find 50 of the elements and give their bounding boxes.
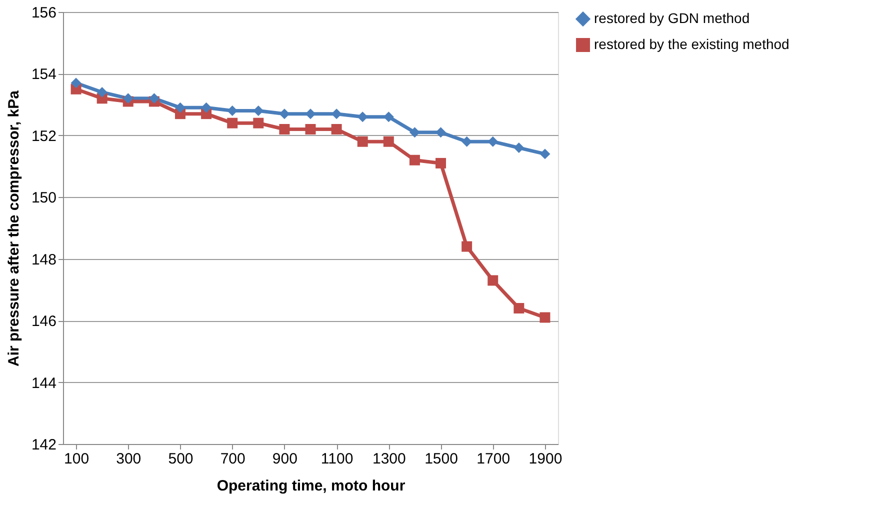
x-tick-label: 700	[220, 450, 246, 468]
y-tick-label: 150	[31, 190, 56, 207]
x-tick-label: 1700	[476, 450, 510, 468]
point	[174, 102, 186, 113]
point	[409, 127, 420, 138]
y-tick-label: 146	[31, 313, 56, 330]
point	[488, 275, 498, 286]
point	[253, 118, 264, 128]
point	[70, 78, 82, 88]
x-tick-label: 1100	[320, 450, 354, 468]
y-tick-label: 156	[31, 4, 56, 22]
point	[305, 124, 316, 134]
point	[201, 102, 212, 113]
point	[514, 302, 524, 314]
point	[96, 86, 108, 98]
legend-label: restored by GDN method	[594, 10, 750, 26]
point	[436, 127, 446, 138]
y-axis-title: Air pressure after the compressor, kPa	[5, 90, 22, 366]
point	[279, 108, 290, 120]
point	[409, 154, 420, 166]
point	[148, 93, 160, 104]
x-tick-label: 1900	[528, 450, 562, 468]
x-tick-label: 500	[168, 450, 194, 468]
point	[436, 158, 446, 168]
point	[331, 108, 342, 120]
x-tick-label: 1500	[424, 450, 458, 468]
x-axis-title: Operating time, moto hour	[216, 478, 406, 494]
y-tick-label: 154	[31, 66, 56, 84]
point	[514, 142, 524, 154]
point	[488, 136, 498, 147]
y-tick-label: 148	[31, 251, 56, 268]
point	[383, 136, 394, 147]
point	[357, 136, 368, 147]
y-tick-label: 152	[31, 128, 56, 145]
x-tick-label: 1300	[372, 450, 406, 468]
x-tick-label: 100	[64, 450, 90, 468]
point	[540, 312, 550, 323]
y-tick-label: 144	[31, 374, 56, 392]
point	[462, 241, 472, 252]
point	[279, 124, 290, 134]
x-tick-label: 900	[272, 450, 298, 468]
point	[357, 112, 368, 122]
legend-label: restored by the existing method	[594, 36, 790, 52]
point	[122, 93, 134, 104]
point	[305, 108, 316, 120]
y-tick-label: 142	[31, 436, 56, 454]
point	[227, 118, 238, 128]
x-tick-label: 300	[116, 450, 142, 468]
point	[331, 124, 342, 134]
point	[540, 148, 550, 160]
